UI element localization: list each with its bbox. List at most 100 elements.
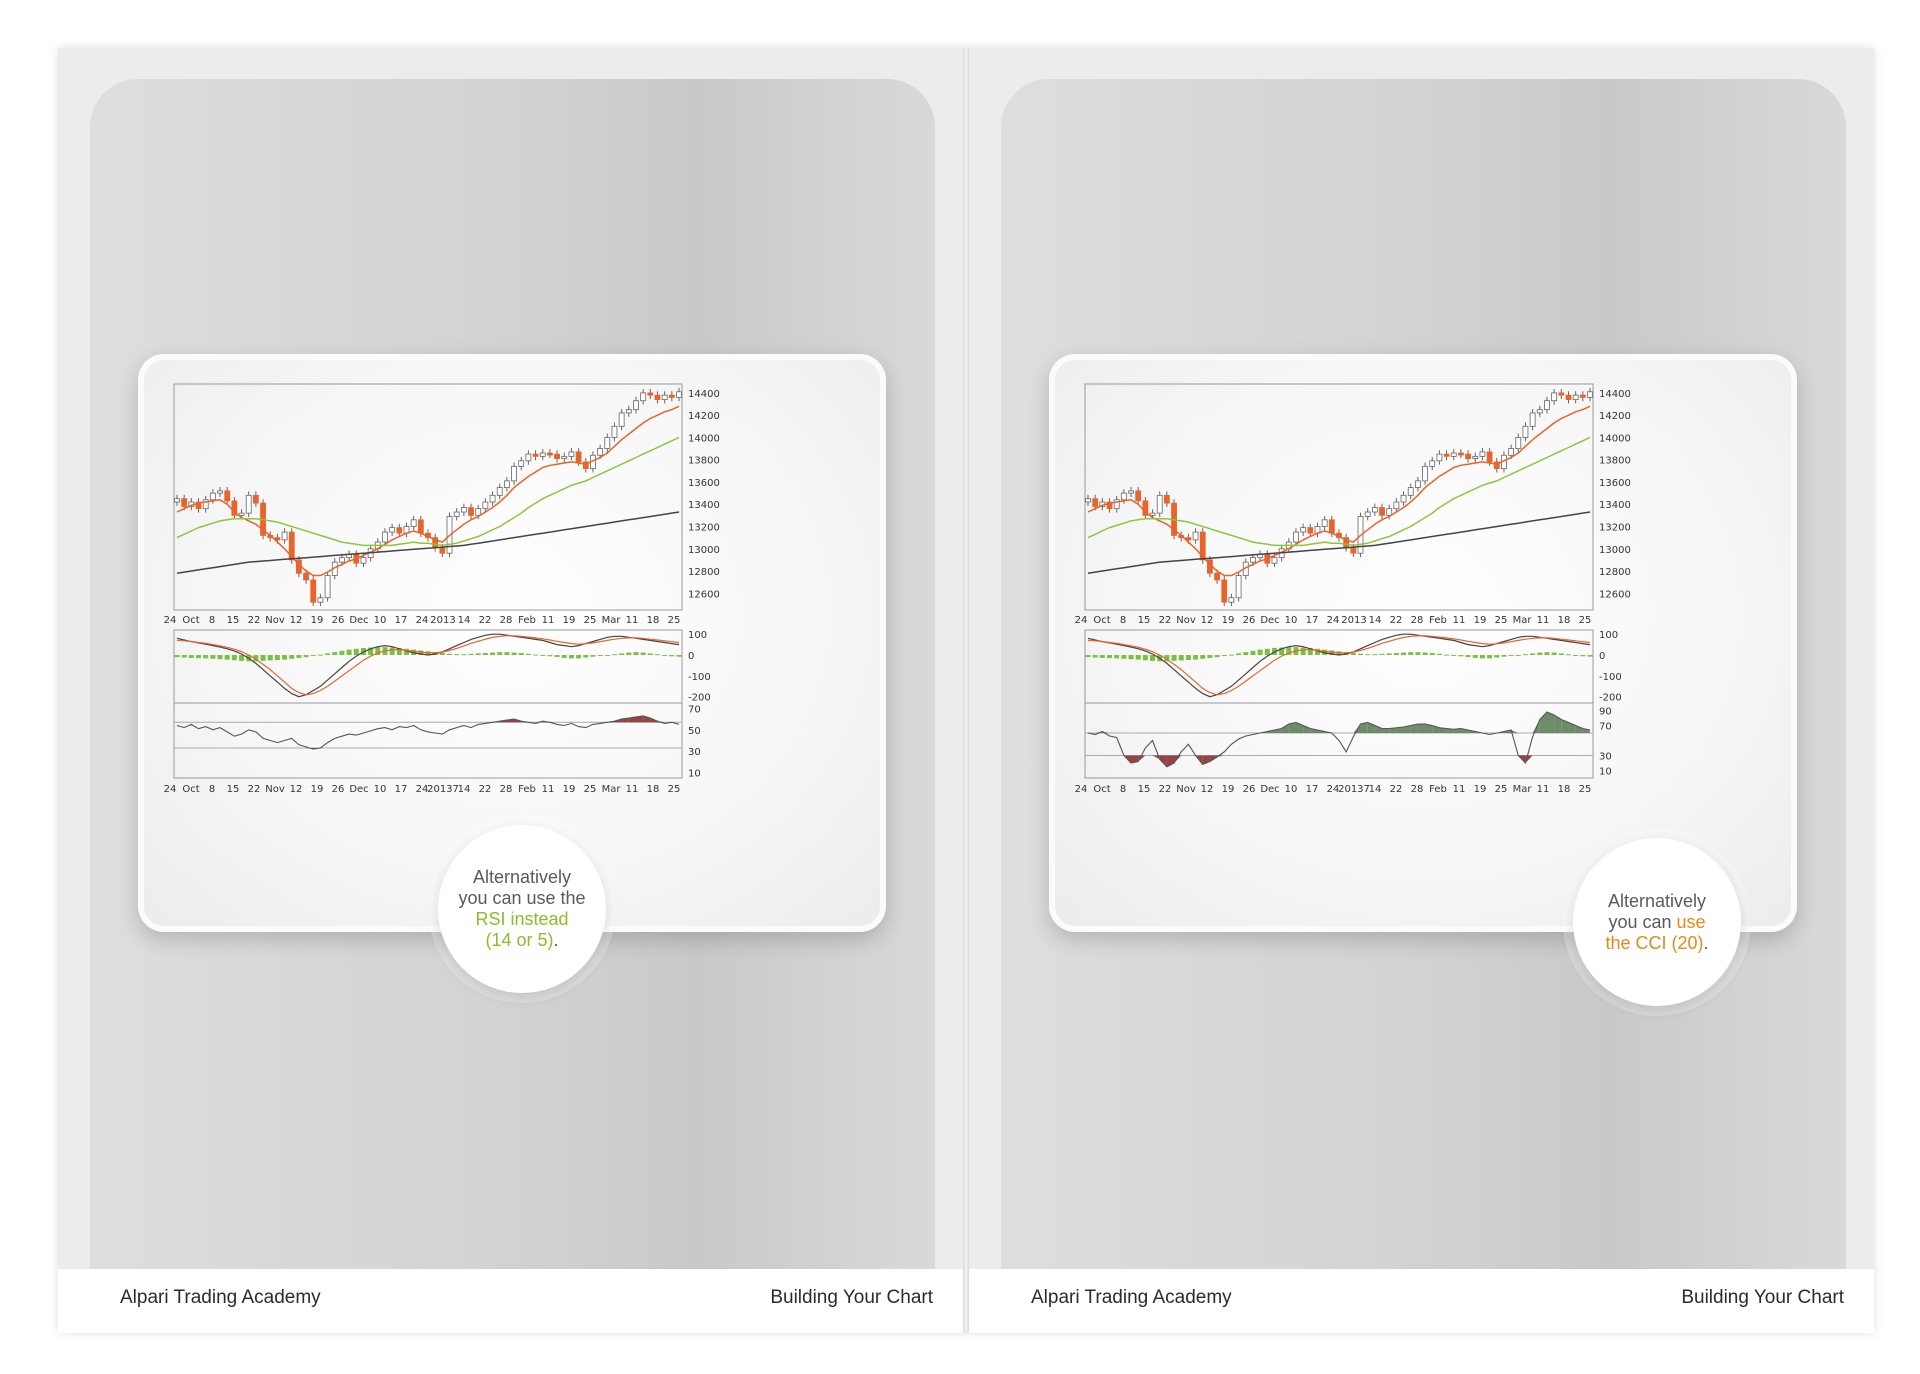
- macd-histogram-bar: [1393, 652, 1399, 656]
- oscillator-tick-label: 10: [1599, 767, 1612, 778]
- candle: [389, 527, 396, 533]
- candle: [1199, 531, 1206, 561]
- candle: [1106, 501, 1113, 510]
- x-tick-label: 22: [1159, 784, 1172, 795]
- x-tick-label: 19: [311, 784, 324, 795]
- macd-histogram-bar: [654, 654, 660, 656]
- candle: [1465, 453, 1471, 459]
- macd-histogram-bar: [1444, 654, 1450, 656]
- x-tick-label: 22: [248, 615, 261, 626]
- candle: [1271, 557, 1278, 564]
- macd-histogram-bar: [181, 655, 187, 658]
- x-tick-label: 18: [1558, 615, 1571, 626]
- macd-histogram-bar: [1458, 655, 1464, 657]
- badge-line-1: Alternatively: [472, 867, 572, 887]
- macd-histogram-bar: [447, 653, 453, 656]
- x-tick-label: 14: [458, 784, 471, 795]
- x-tick-label: 24: [164, 784, 177, 795]
- macd-histogram-bar: [375, 647, 381, 656]
- overbought-fill: [1439, 727, 1447, 733]
- right-page: 14400 14200 14000 13800 13600 13400 13200 13000…: [969, 48, 1874, 1333]
- macd-histogram-bar: [1415, 652, 1421, 656]
- macd-tick-label: -200: [688, 693, 711, 704]
- candle: [1221, 579, 1228, 603]
- price-tick-label: 12600: [1599, 589, 1631, 600]
- candle: [245, 494, 252, 514]
- candle: [661, 394, 668, 400]
- x-tick-label: 24: [1327, 615, 1340, 626]
- overbought-fill: [1382, 728, 1390, 733]
- x-tick-label: 20137: [427, 784, 459, 795]
- x-tick-label: 22: [248, 784, 261, 795]
- x-tick-label: Dec: [349, 784, 368, 795]
- rsi-callout-badge: Alternatively you can use the RSI instea…: [438, 825, 606, 993]
- price-pane-frame: [1084, 383, 1594, 611]
- macd-histogram-bar: [1422, 652, 1428, 656]
- candle: [1379, 507, 1385, 516]
- candle: [640, 392, 647, 402]
- x-tick-label: 22: [479, 615, 492, 626]
- book-gutter: [963, 48, 969, 1333]
- macd-histogram-bar: [188, 655, 194, 658]
- x-tick-label: 25: [1579, 615, 1592, 626]
- macd-histogram-bar: [418, 650, 424, 656]
- candle: [1192, 531, 1199, 541]
- macd-histogram-bar: [282, 655, 288, 660]
- candle: [676, 391, 682, 398]
- overbought-fill: [1281, 724, 1289, 733]
- candle: [1328, 519, 1335, 534]
- badge-highlight-1: RSI instead: [475, 909, 569, 929]
- macd-histogram-bar: [1214, 655, 1220, 658]
- x-tick-label: 14: [1369, 615, 1382, 626]
- macd-signal-line: [1087, 635, 1591, 696]
- overbought-fill: [1389, 727, 1397, 733]
- macd-histogram-bar: [497, 652, 503, 656]
- macd-histogram-bar: [1515, 655, 1521, 657]
- x-tick-label: Oct: [1093, 615, 1110, 626]
- x-tick-label: 24: [1075, 784, 1088, 795]
- x-tick-label: 19: [563, 615, 576, 626]
- macd-histogram-bar: [511, 652, 517, 656]
- macd-histogram-bar: [1358, 653, 1364, 656]
- x-tick-label: 8: [209, 784, 215, 795]
- x-tick-label: Mar: [1513, 784, 1533, 795]
- macd-histogram-bar: [1401, 652, 1407, 656]
- macd-histogram-bar: [590, 655, 596, 657]
- candle: [561, 455, 568, 459]
- candle: [1371, 507, 1378, 513]
- candle: [1250, 557, 1256, 563]
- macd-histogram-bar: [490, 652, 496, 656]
- candle: [1407, 487, 1414, 496]
- macd-histogram-bar: [568, 655, 574, 659]
- macd-histogram-bar: [1372, 654, 1378, 656]
- left-badge-ring: Alternatively you can use the RSI instea…: [428, 815, 616, 1003]
- price-pane-frame: [173, 383, 683, 611]
- macd-histogram-bar: [1465, 655, 1471, 658]
- moving-average-line: [176, 436, 680, 547]
- macd-histogram-bar: [267, 655, 273, 661]
- macd-histogram-bar: [1379, 653, 1385, 656]
- x-tick-label: Nov: [1176, 784, 1196, 795]
- candle: [1135, 490, 1142, 502]
- price-tick-label: 14400: [1599, 389, 1631, 400]
- candle: [238, 512, 245, 516]
- overbought-fill: [1511, 730, 1519, 733]
- candle: [317, 597, 324, 603]
- candle: [439, 547, 446, 554]
- x-tick-label: 18: [1558, 784, 1571, 795]
- x-tick-label: 19: [1222, 784, 1235, 795]
- badge-highlight-2: the CCI (20): [1605, 932, 1704, 953]
- oscillator-tick-label: 50: [688, 726, 701, 737]
- candle: [1479, 451, 1486, 457]
- x-tick-label: Oct: [182, 784, 199, 795]
- moving-average-line: [1087, 511, 1591, 575]
- x-tick-label: 24: [1075, 615, 1088, 626]
- overbought-fill: [1310, 728, 1318, 733]
- macd-histogram-bar: [1114, 655, 1120, 659]
- candle: [281, 531, 288, 541]
- macd-histogram-bar: [332, 652, 338, 656]
- overbought-fill: [1403, 725, 1411, 733]
- moving-average-line: [176, 405, 680, 577]
- x-tick-label: 19: [311, 615, 324, 626]
- moving-average-line: [1087, 436, 1591, 547]
